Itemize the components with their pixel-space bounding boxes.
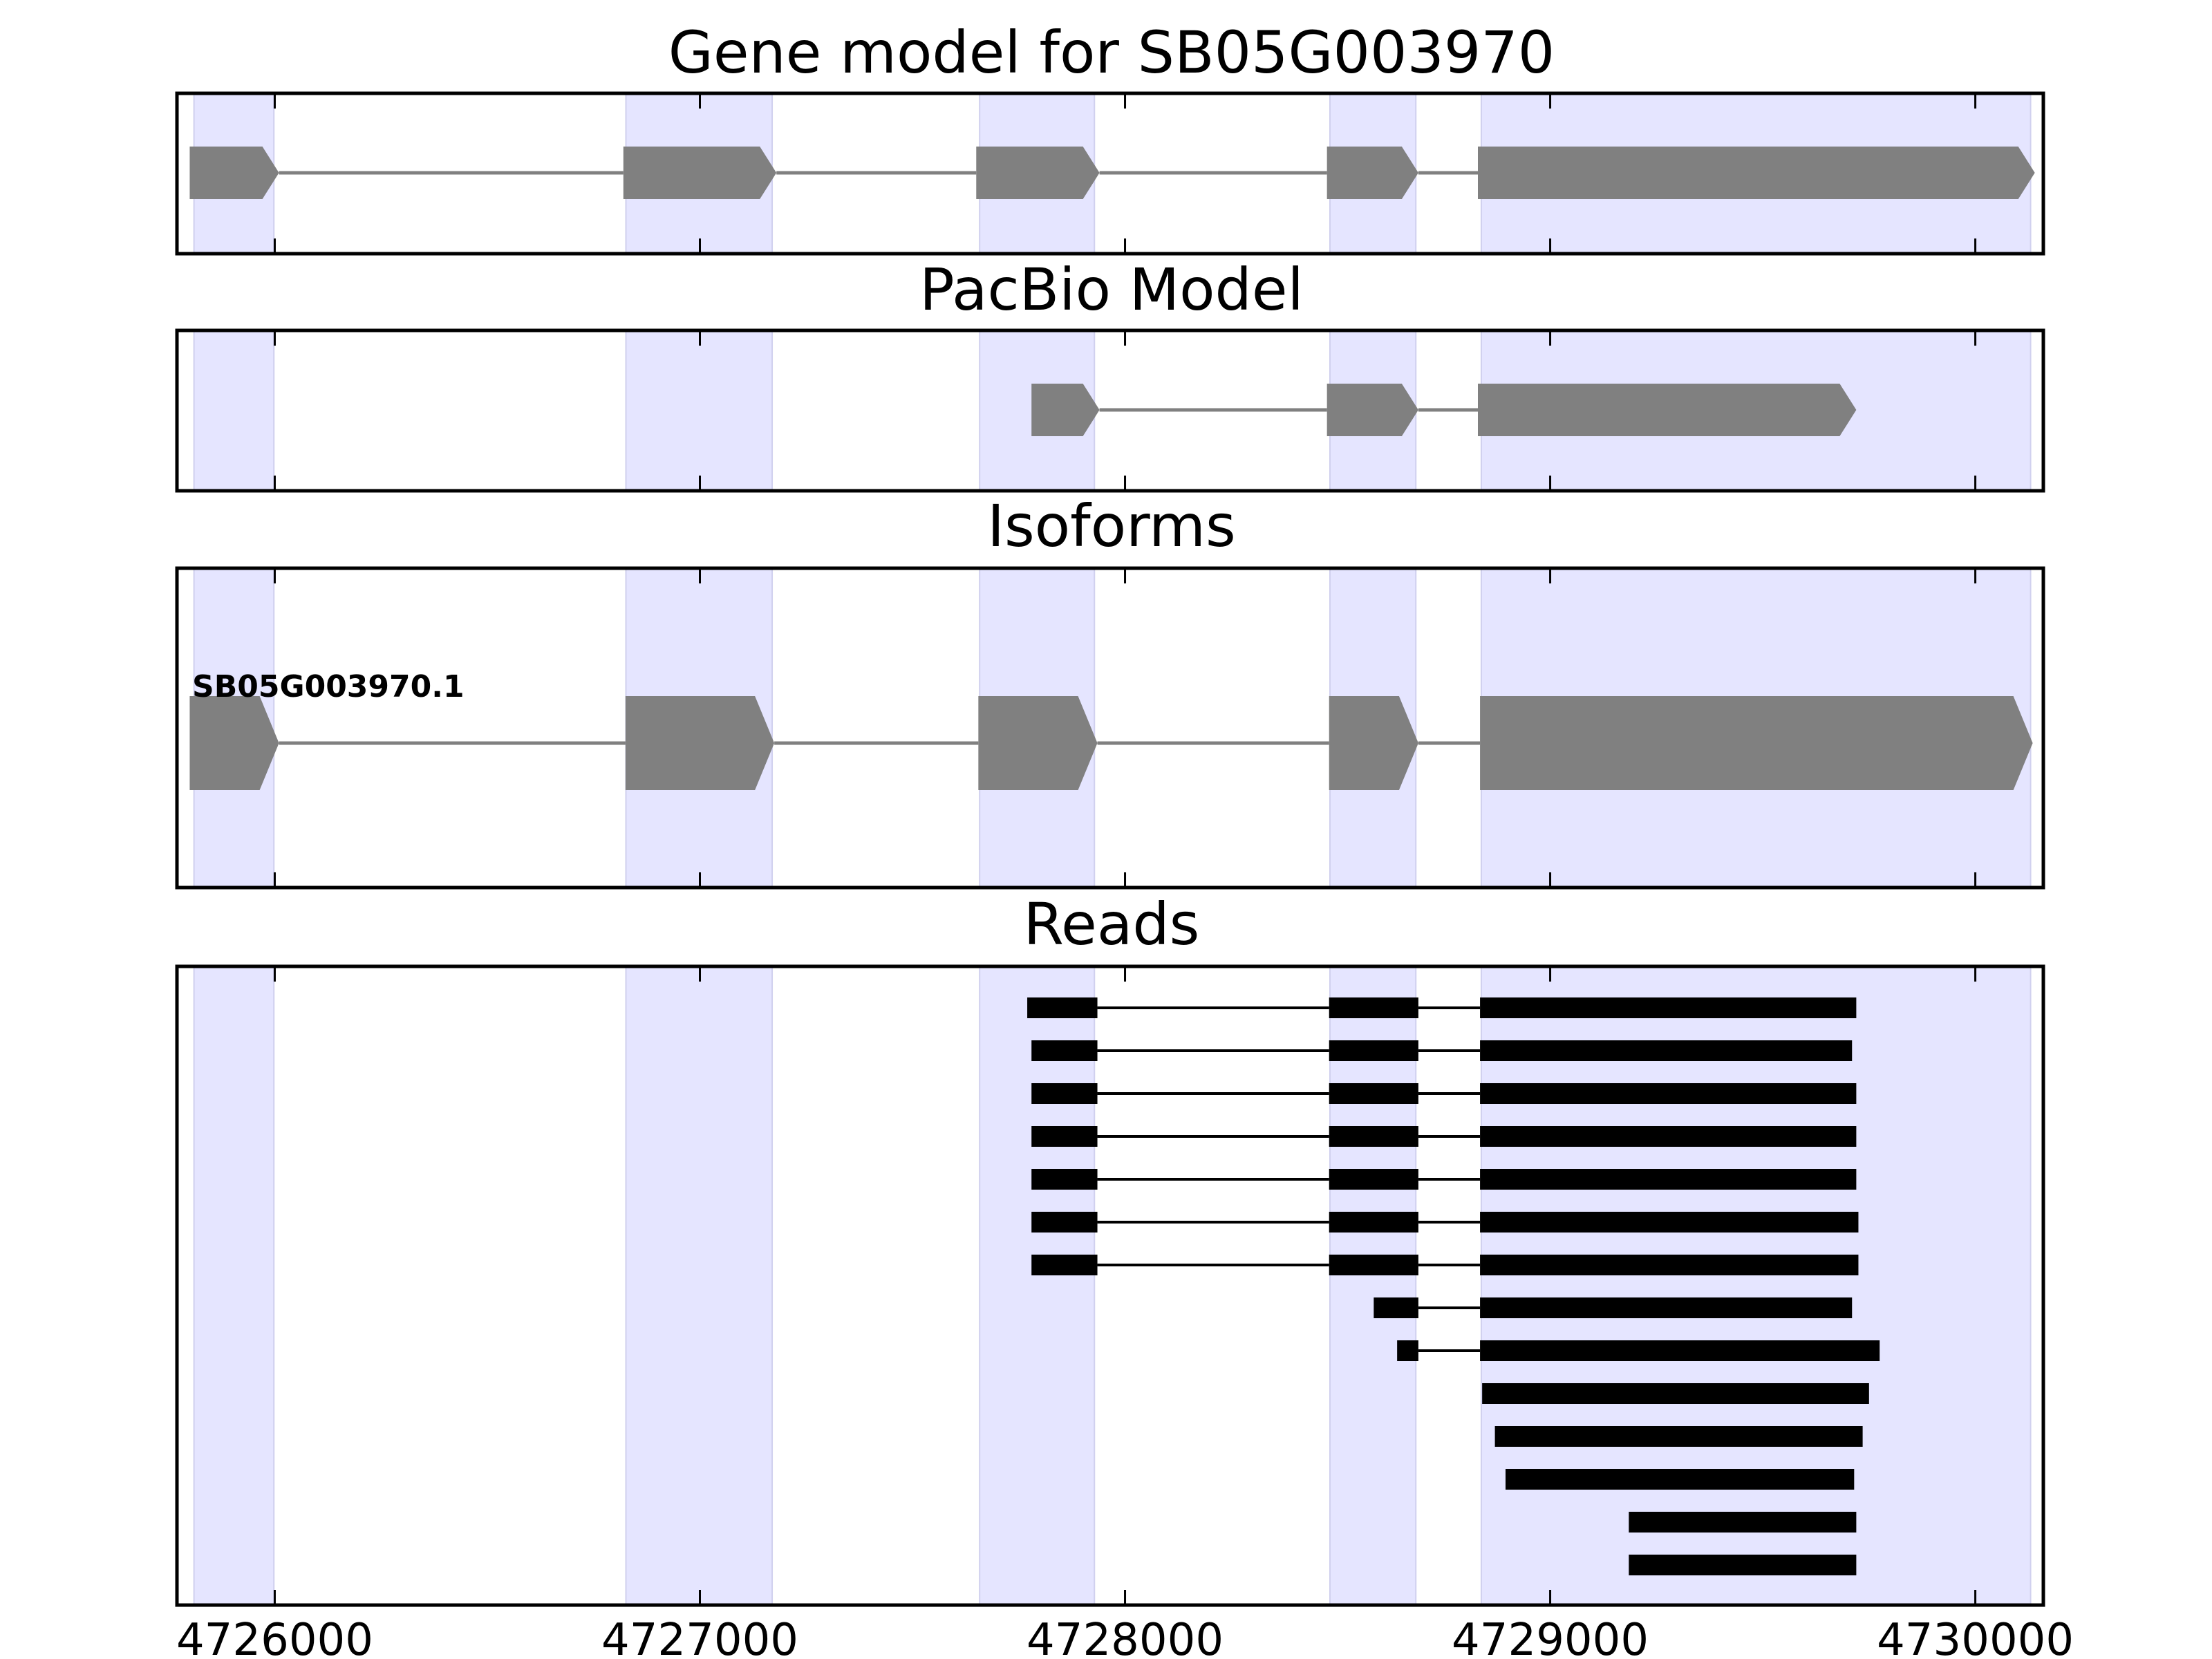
exon-highlight-band [1329,966,1417,1606]
read [1031,1083,1857,1104]
exon-block [1478,384,1857,436]
panel-gene-model: Gene model for SB05G003970 [175,19,2045,256]
exon-block [623,147,777,199]
read-block [1329,1126,1418,1147]
read-block [1329,1083,1418,1104]
panel-ticks [273,93,1977,254]
read-block [1480,1040,1853,1061]
x-axis: 4726000 4727000 4728000 4729000 4730000 [176,1615,2074,1659]
transcript [1031,384,1857,436]
panel-frame [175,566,2045,890]
read-block [1494,1426,1863,1447]
read-block [1031,1169,1098,1190]
read-block [1329,1212,1418,1232]
read-block [1027,997,1098,1018]
read [1031,1255,1859,1275]
read-block [1329,1040,1418,1061]
read-block [1629,1512,1857,1533]
exon-block [189,147,279,199]
panel-frame [175,328,2045,493]
panel-isoforms: Isoforms SB05G003970.1 [175,492,2045,890]
x-tick-label: 4726000 [176,1615,373,1659]
read [1629,1512,1857,1533]
exon-block [1031,384,1100,436]
read-block [1329,997,1418,1018]
read [1031,1126,1857,1147]
exon-highlight-band [193,330,275,491]
panel-title-pacbio-model: PacBio Model [919,256,1304,324]
read-block [1480,1297,1853,1318]
exon-block [976,147,1100,199]
read-block [1031,1255,1098,1275]
panel-ticks [273,568,1977,888]
exon-highlight-band [1480,966,2032,1606]
exon-highlight-band [193,966,275,1606]
read [1494,1426,1863,1447]
read-block [1480,1083,1857,1104]
read-block [1480,1255,1859,1275]
read [1027,997,1857,1018]
panel-feature-layer [1031,384,1857,436]
exon-block [1327,384,1418,436]
panel-title-gene-model: Gene model for SB05G003970 [668,19,1555,86]
x-tick-label: 4730000 [1877,1615,2074,1659]
exon-block [978,696,1098,790]
read-block [1480,1169,1857,1190]
panel-feature-layer [1027,997,1880,1575]
exon-block [1478,147,2035,199]
isoform-label: SB05G003970.1 [192,669,465,704]
panel-frame [175,91,2045,256]
read [1629,1555,1857,1575]
exon-block [1480,696,2033,790]
read [1505,1469,1855,1490]
x-tick-label: 4728000 [1027,1615,1224,1659]
exon-block [1329,696,1418,790]
read-block [1480,1212,1859,1232]
panel-title-reads: Reads [1024,890,1200,958]
read-block [1482,1383,1869,1404]
panel-ticks [273,966,1977,1605]
read [1397,1340,1880,1361]
read [1482,1383,1869,1404]
read-block [1031,1040,1098,1061]
panel-reads: Reads [175,890,2045,1607]
panel-title-isoforms: Isoforms [987,492,1236,560]
read [1031,1040,1853,1061]
read [1031,1169,1857,1190]
read-block [1480,1340,1880,1361]
x-tick-label: 4727000 [601,1615,798,1659]
panel-pacbio-model: PacBio Model [175,256,2045,493]
exon-highlight-band [625,330,774,491]
read-block [1031,1126,1098,1147]
panel-frame [175,964,2045,1607]
panel-feature-layer [189,696,2033,790]
panel-highlight-layer [193,966,2032,1606]
read-block [1480,997,1857,1018]
read-block [1031,1212,1098,1232]
panel-ticks [273,330,1977,491]
exon-highlight-band [979,966,1096,1606]
read-block [1629,1555,1857,1575]
exon-block [625,696,775,790]
read [1374,1297,1853,1318]
exon-block [189,696,279,790]
x-tick-label: 4729000 [1452,1615,1649,1659]
read-block [1031,1083,1098,1104]
read-block [1329,1169,1418,1190]
read-block [1397,1340,1418,1361]
exon-highlight-band [625,966,774,1606]
read-block [1480,1126,1857,1147]
transcript [189,696,2033,790]
panel-feature-layer [189,147,2035,199]
read-block [1329,1255,1418,1275]
read-block [1505,1469,1855,1490]
read-block [1374,1297,1418,1318]
exon-block [1327,147,1418,199]
read [1031,1212,1859,1232]
transcript [189,147,2035,199]
